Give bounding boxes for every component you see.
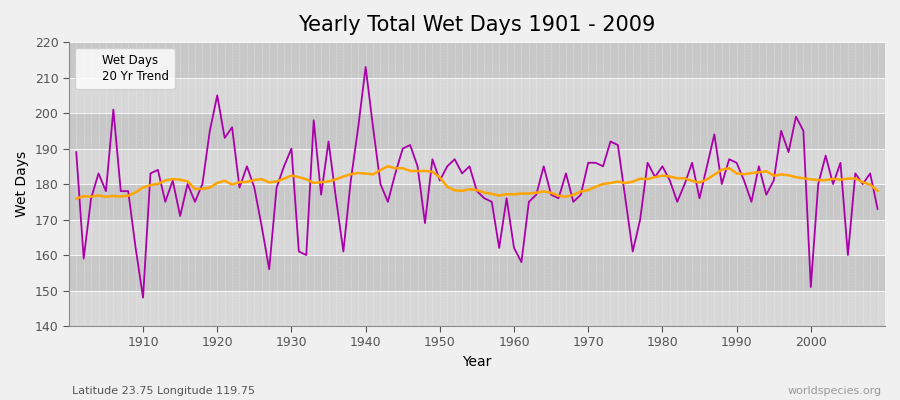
Bar <box>68 220 885 255</box>
Bar <box>68 290 885 326</box>
Wet Days <box>872 206 883 211</box>
Bar <box>68 255 885 290</box>
Bar <box>68 184 885 220</box>
Wet Days <box>130 246 141 250</box>
20 Yr Trend <box>516 191 526 196</box>
Bar <box>68 42 885 78</box>
20 Yr Trend <box>338 174 349 179</box>
Y-axis label: Wet Days: Wet Days <box>15 151 29 217</box>
20 Yr Trend <box>293 175 304 180</box>
Line: 20 Yr Trend: 20 Yr Trend <box>76 166 878 198</box>
20 Yr Trend <box>508 192 519 197</box>
Wet Days <box>71 150 82 154</box>
Wet Days <box>360 64 371 69</box>
Wet Days <box>138 295 148 300</box>
Text: Latitude 23.75 Longitude 119.75: Latitude 23.75 Longitude 119.75 <box>72 386 255 396</box>
20 Yr Trend <box>605 181 616 186</box>
Wet Days <box>524 200 535 204</box>
Wet Days <box>516 260 526 264</box>
Legend: Wet Days, 20 Yr Trend: Wet Days, 20 Yr Trend <box>75 48 175 89</box>
Wet Days <box>613 143 624 148</box>
Title: Yearly Total Wet Days 1901 - 2009: Yearly Total Wet Days 1901 - 2009 <box>298 15 655 35</box>
Bar <box>68 148 885 184</box>
Wet Days <box>301 253 311 258</box>
Wet Days <box>346 178 356 183</box>
Bar <box>68 78 885 113</box>
20 Yr Trend <box>872 188 883 193</box>
20 Yr Trend <box>382 164 393 168</box>
20 Yr Trend <box>130 190 141 195</box>
Bar <box>68 113 885 148</box>
X-axis label: Year: Year <box>463 355 491 369</box>
Line: Wet Days: Wet Days <box>76 67 878 298</box>
20 Yr Trend <box>71 196 82 201</box>
Text: worldspecies.org: worldspecies.org <box>788 386 882 396</box>
